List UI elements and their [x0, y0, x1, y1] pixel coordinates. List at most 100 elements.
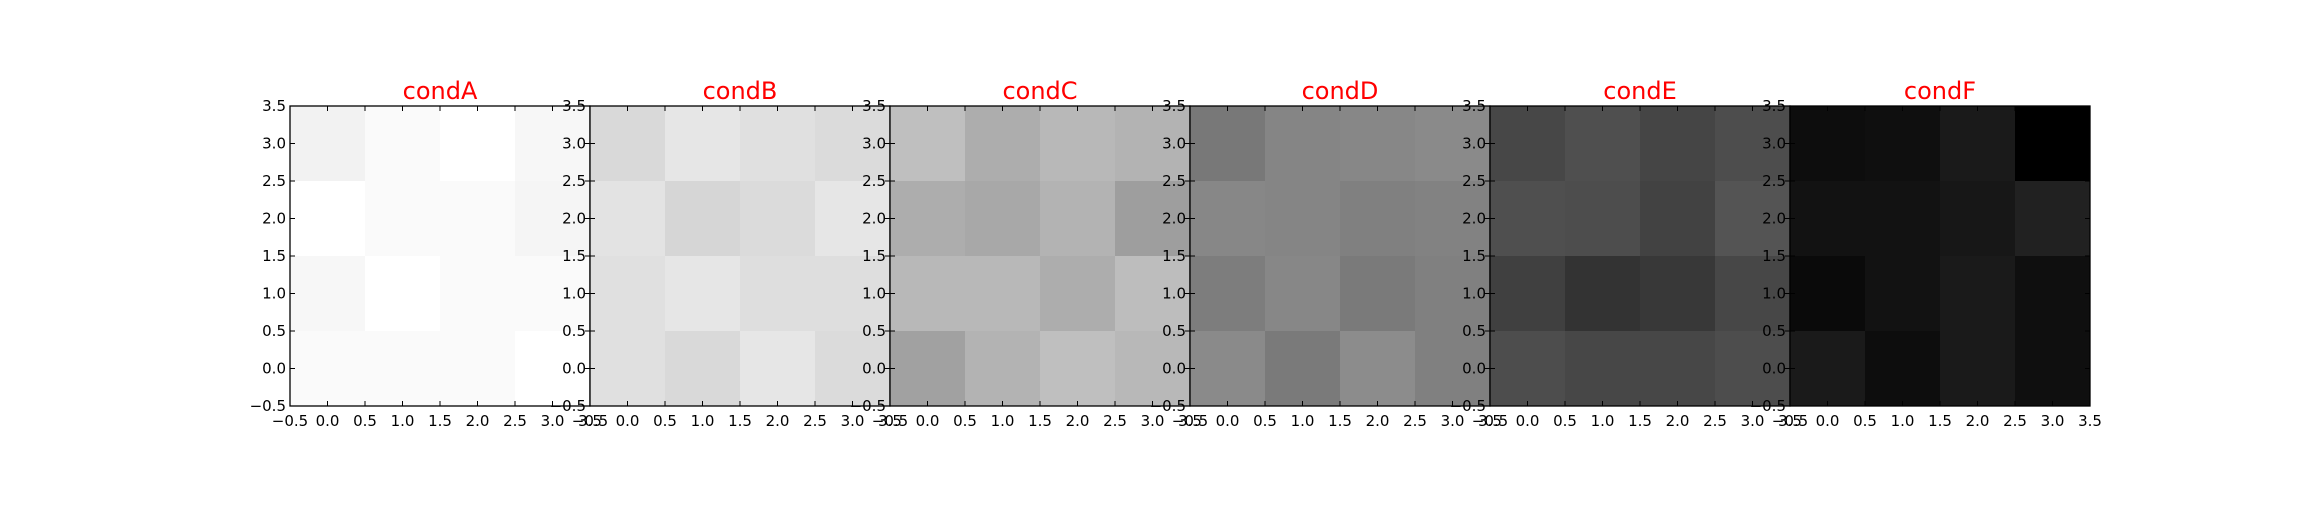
- y-tick-label: 0.5: [1462, 322, 1486, 340]
- heatmap-cell: [1715, 256, 1791, 332]
- x-tick-label: 1.5: [1628, 412, 1652, 430]
- x-tick-label: 1.0: [1291, 412, 1315, 430]
- y-tick-label: 0.0: [1462, 360, 1486, 378]
- heatmap-cell: [1115, 256, 1191, 332]
- y-tick-label: 0.0: [562, 360, 586, 378]
- y-tick-label: 0.5: [1762, 322, 1786, 340]
- x-tick-label: 3.5: [1778, 412, 1802, 430]
- x-tick-label: 3.5: [1478, 412, 1502, 430]
- heatmap-cell: [1340, 181, 1416, 257]
- x-tick-label: 3.0: [841, 412, 865, 430]
- panel-condB: −0.5 0.0 0.5 1.0 1.5 2.0 2.5 3.0 3.5−0.50.00.51.…: [550, 77, 902, 430]
- heatmap-cell: [965, 256, 1041, 332]
- x-tick-label: 0.5: [953, 412, 977, 430]
- x-tick-label: 2.0: [1066, 412, 1090, 430]
- heatmap-cell: [1040, 181, 1116, 257]
- y-tick-label: 3.0: [862, 135, 886, 153]
- x-tick-label: 1.5: [728, 412, 752, 430]
- heatmap-cell: [440, 181, 516, 257]
- y-tick-label: 1.5: [1162, 247, 1186, 265]
- y-tick-label: 3.0: [562, 135, 586, 153]
- heatmap-cell: [815, 181, 891, 257]
- heatmap-cell: [1490, 256, 1566, 332]
- x-tick-label: 2.5: [803, 412, 827, 430]
- heatmap-cell: [1790, 181, 1866, 257]
- y-tick-label: 2.0: [1162, 210, 1186, 228]
- panel-title: condD: [1302, 77, 1379, 105]
- x-tick-label: 0.0: [916, 412, 940, 430]
- y-tick-label: 0.0: [862, 360, 886, 378]
- y-tick-label: 2.0: [1462, 210, 1486, 228]
- y-tick-label: 3.0: [1162, 135, 1186, 153]
- y-tick-label: 3.0: [262, 135, 286, 153]
- panel-condC: −0.5 0.0 0.5 1.0 1.5 2.0 2.5 3.0 3.5−0.50.00.51.…: [850, 77, 1202, 430]
- heatmap-cell: [1415, 106, 1491, 182]
- heatmap-cell: [1940, 181, 2016, 257]
- y-tick-label: 1.0: [562, 285, 586, 303]
- x-tick-label: −0.5: [872, 412, 908, 430]
- heatmap-cell: [1340, 106, 1416, 182]
- heatmap-cell: [2015, 181, 2091, 257]
- heatmap-cell: [1415, 181, 1491, 257]
- heatmap-cell: [1790, 331, 1866, 407]
- y-tick-label: 0.5: [262, 322, 286, 340]
- x-tick-label: 1.0: [391, 412, 415, 430]
- heatmap-cell: [665, 331, 741, 407]
- y-tick-label: 1.5: [1462, 247, 1486, 265]
- x-tick-label: 0.5: [653, 412, 677, 430]
- heatmap-cell: [365, 181, 441, 257]
- heatmap-cell: [1715, 181, 1791, 257]
- heatmap-cell: [515, 256, 591, 332]
- y-tick-label: 0.5: [862, 322, 886, 340]
- heatmap-cell: [1190, 256, 1266, 332]
- heatmap-cell: [2015, 256, 2091, 332]
- heatmap-cell: [965, 181, 1041, 257]
- heatmap-cell: [1565, 181, 1641, 257]
- heatmap-cell: [590, 181, 666, 257]
- y-tick-label: 2.0: [262, 210, 286, 228]
- x-tick-label: 2.0: [466, 412, 490, 430]
- heatmap-cell: [1865, 331, 1941, 407]
- heatmap-cell: [1415, 256, 1491, 332]
- y-tick-label: 3.0: [1762, 135, 1786, 153]
- heatmap-cell: [1940, 331, 2016, 407]
- y-tick-label: 1.0: [1162, 285, 1186, 303]
- y-tick-label: 0.0: [262, 360, 286, 378]
- x-tick-label: 0.0: [316, 412, 340, 430]
- y-tick-label: 3.0: [1462, 135, 1486, 153]
- y-tick-label: 2.5: [862, 172, 886, 190]
- heatmap-cell: [440, 106, 516, 182]
- x-tick-label: 0.0: [1516, 412, 1540, 430]
- heatmap-cell: [1565, 256, 1641, 332]
- heatmap-cell: [815, 256, 891, 332]
- heatmap-cell: [665, 106, 741, 182]
- y-tick-label: 2.0: [862, 210, 886, 228]
- panel-condF: −0.5 0.0 0.5 1.0 1.5 2.0 2.5 3.0 3.5−0.50.00.51.…: [1750, 77, 2102, 430]
- heatmap-cell: [1865, 256, 1941, 332]
- panel-title: condA: [403, 77, 478, 105]
- x-tick-label: 0.0: [1216, 412, 1240, 430]
- heatmap-cell: [1490, 331, 1566, 407]
- x-tick-label: 2.5: [1103, 412, 1127, 430]
- heatmap-cell: [1565, 106, 1641, 182]
- y-tick-label: 1.5: [562, 247, 586, 265]
- heatmap-cell: [590, 106, 666, 182]
- panel-title: condF: [1904, 77, 1976, 105]
- y-tick-label: 2.5: [1162, 172, 1186, 190]
- heatmap-cell: [890, 331, 966, 407]
- y-tick-label: 2.0: [1762, 210, 1786, 228]
- x-tick-label: 0.0: [1816, 412, 1840, 430]
- y-tick-label: 2.5: [1462, 172, 1486, 190]
- heatmap-cell: [1340, 256, 1416, 332]
- panel-condA: −0.5 0.0 0.5 1.0 1.5 2.0 2.5 3.0 3.5−0.50.00.51.…: [250, 77, 602, 430]
- x-tick-label: 1.5: [1328, 412, 1352, 430]
- heatmap-cell: [440, 256, 516, 332]
- y-tick-label: −0.5: [1450, 397, 1486, 415]
- heatmap-cell: [290, 106, 366, 182]
- x-tick-label: 1.0: [991, 412, 1015, 430]
- heatmap-cell: [890, 106, 966, 182]
- heatmap-cell: [1040, 106, 1116, 182]
- heatmap-cell: [1115, 106, 1191, 182]
- heatmap-cell: [740, 331, 816, 407]
